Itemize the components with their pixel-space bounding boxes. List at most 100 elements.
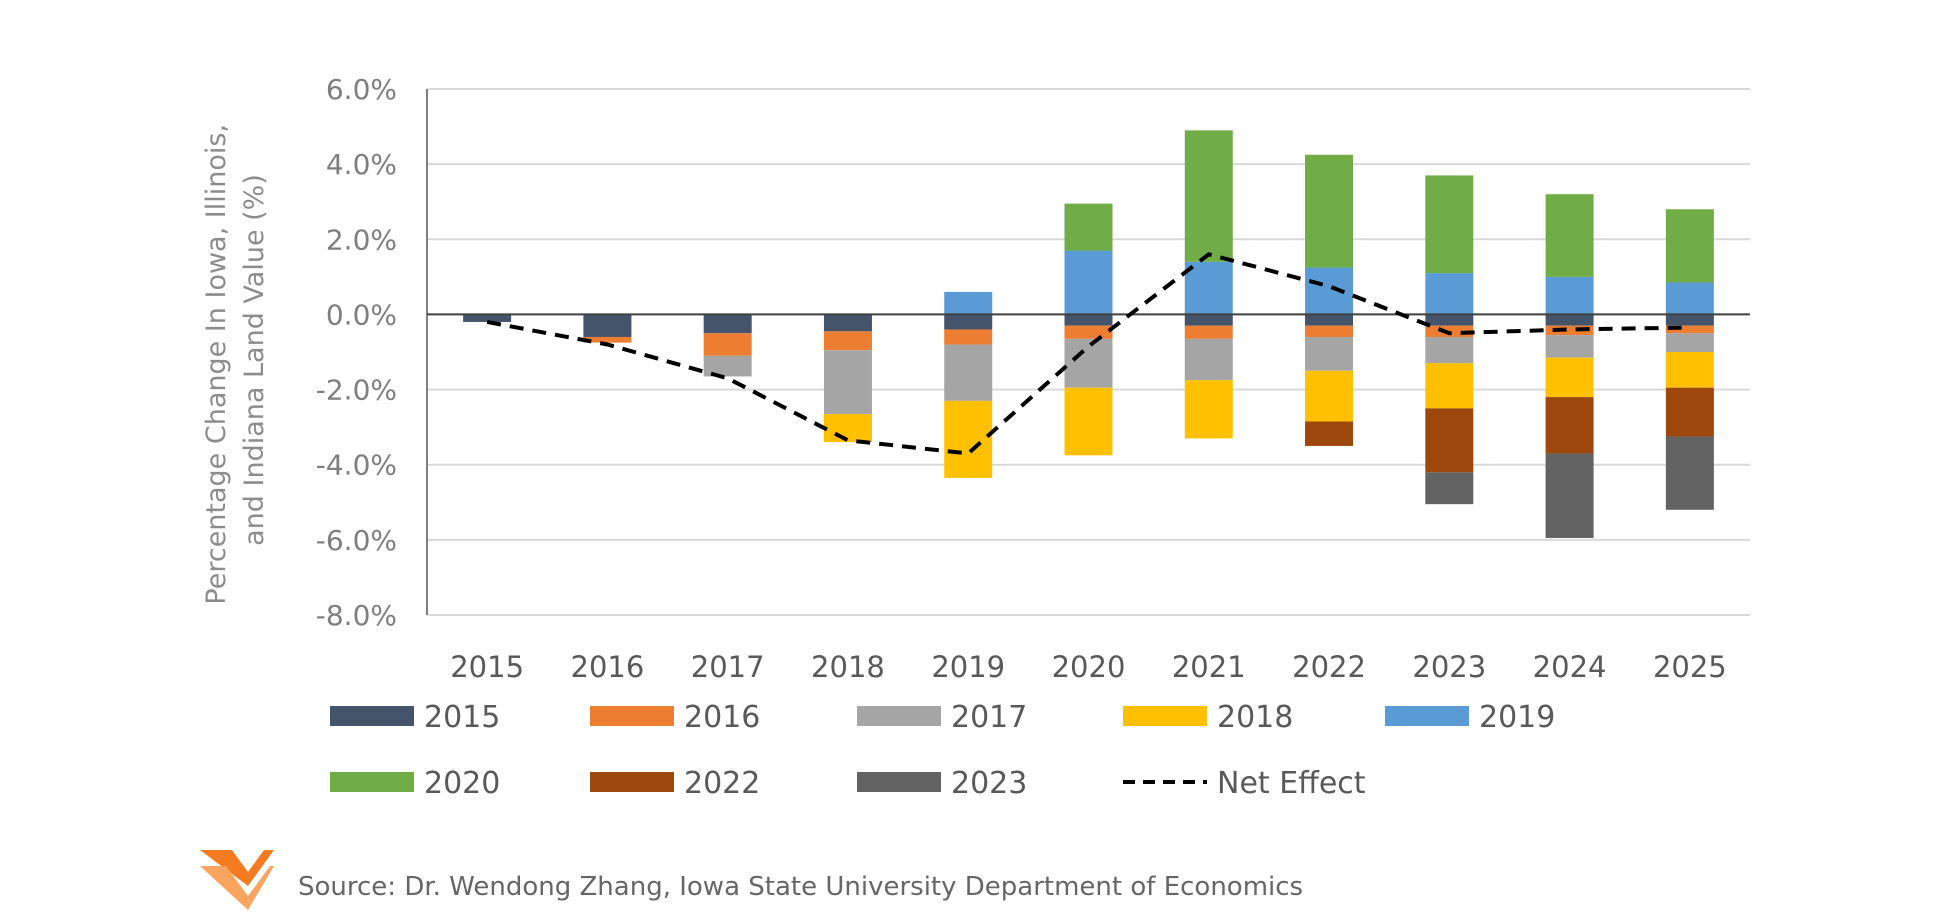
bar-segment-2015-2023: [1425, 314, 1474, 326]
x-tick-label: 2017: [691, 650, 765, 684]
bar-segment-2015-2022: [1305, 314, 1354, 326]
bar-segment-2017-2023: [1425, 336, 1474, 364]
bar-segment-2015-2016: [583, 314, 632, 337]
x-tick-label: 2021: [1172, 650, 1246, 684]
bar-segment-2016-2017: [703, 333, 752, 356]
bar-segment-2015-2015: [463, 314, 512, 322]
bar-segment-2017-2022: [1305, 336, 1354, 371]
y-tick-labels: 6.0% 4.0% 2.0% 0.0% -2.0% -4.0% -6.0% -8.0%: [316, 73, 397, 632]
legend-swatch: [330, 706, 414, 726]
legend-item-2019: 2019: [1385, 700, 1555, 735]
y-tick-label: 6.0%: [326, 73, 397, 106]
bar-segment-2019-2022: [1305, 267, 1354, 315]
net-effect-line: [486, 252, 1690, 456]
bar-segments: [463, 130, 1714, 538]
legend-swatch: [590, 706, 674, 726]
x-tick-label: 2019: [931, 650, 1005, 684]
bar-segment-2015-2021: [1184, 314, 1233, 326]
bar-segment-2020-2024: [1545, 194, 1594, 277]
legend-label: Net Effect: [1217, 766, 1366, 801]
legend: 2015 2016 2017 2018 2019 2020 2022 2023 Net Effe…: [330, 700, 1555, 801]
x-tick-label: 2023: [1412, 650, 1486, 684]
legend-swatch: [857, 706, 941, 726]
bar-segment-2019-2020: [1064, 250, 1113, 315]
legend-item-2018: 2018: [1123, 700, 1293, 735]
legend-item-2023: 2023: [857, 766, 1027, 801]
bar-segment-2015-2018: [823, 314, 872, 332]
bar-segment-2017-2021: [1184, 338, 1233, 381]
legend-item-2015: 2015: [330, 700, 500, 735]
source-note: Source: Dr. Wendong Zhang, Iowa State Un…: [298, 872, 1303, 902]
bar-segment-2017-2025: [1665, 333, 1714, 352]
legend-item-2017: 2017: [857, 700, 1027, 735]
legend-item-net-effect: Net Effect: [1123, 766, 1366, 801]
x-tick-label: 2015: [450, 650, 524, 684]
legend-item-2020: 2020: [330, 766, 500, 801]
bar-segment-2016-2022: [1305, 325, 1354, 337]
bar-segment-2022-2023: [1425, 408, 1474, 473]
bar-segment-2019-2019: [944, 291, 993, 315]
net-effect-series-line: [486, 252, 1690, 456]
legend-label: 2017: [951, 700, 1027, 735]
bar-segment-2022-2025: [1665, 387, 1714, 437]
x-tick-labels: 2015 2016 2017 2018 2019 2020 2021 2022 2023 2024…: [450, 650, 1727, 684]
legend-swatch: [590, 772, 674, 792]
axes: [426, 89, 1750, 615]
y-tick-label: -4.0%: [316, 449, 397, 482]
bar-segment-2016-2019: [944, 329, 993, 345]
bar-segment-2017-2019: [944, 344, 993, 401]
y-tick-label: -6.0%: [316, 524, 397, 557]
legend-swatch: [330, 772, 414, 792]
bar-segment-2020-2023: [1425, 175, 1474, 274]
legend-swatch: [857, 772, 941, 792]
bar-segment-2020-2020: [1064, 203, 1113, 251]
bar-segment-2017-2020: [1064, 338, 1113, 388]
isu-logo: [200, 850, 274, 910]
x-tick-label: 2025: [1653, 650, 1727, 684]
bar-segment-2023-2023: [1425, 472, 1474, 505]
x-tick-label: 2020: [1052, 650, 1126, 684]
legend-swatch: [1123, 706, 1207, 726]
bar-segment-2022-2024: [1545, 397, 1594, 454]
y-tick-label: -8.0%: [316, 599, 397, 632]
bar-segment-2018-2022: [1305, 370, 1354, 422]
bar-segment-2016-2020: [1064, 325, 1113, 339]
legend-label: 2018: [1217, 700, 1293, 735]
y-tick-label: 4.0%: [326, 148, 397, 181]
bar-segment-2019-2025: [1665, 282, 1714, 315]
bar-segment-2018-2024: [1545, 357, 1594, 398]
bar-segment-2018-2019: [944, 400, 993, 478]
y-tick-label: -2.0%: [316, 374, 397, 407]
bar-segment-2018-2025: [1665, 352, 1714, 388]
legend-label: 2019: [1479, 700, 1555, 735]
bar-segment-2016-2018: [823, 331, 872, 351]
bar-segment-2023-2024: [1545, 453, 1594, 538]
bar-segment-2015-2017: [703, 314, 752, 334]
bar-segment-2015-2019: [944, 314, 993, 330]
bar-segment-2017-2024: [1545, 335, 1594, 358]
bar-segment-2017-2018: [823, 350, 872, 414]
legend-label: 2016: [684, 700, 760, 735]
bar-segment-2019-2024: [1545, 276, 1594, 315]
bar-segment-2017-2017: [703, 355, 752, 377]
bar-segment-2018-2018: [823, 413, 872, 443]
legend-item-2016: 2016: [590, 700, 760, 735]
bar-segment-2022-2022: [1305, 421, 1354, 446]
bar-segment-2015-2024: [1545, 314, 1594, 326]
x-tick-label: 2018: [811, 650, 885, 684]
y-axis-label-line-1: Percentage Change In Iowa, Illinois,: [201, 124, 232, 605]
x-tick-label: 2024: [1533, 650, 1607, 684]
bar-segment-2018-2020: [1064, 387, 1113, 456]
bar-segment-2015-2025: [1665, 314, 1714, 326]
bar-segment-2016-2025: [1665, 325, 1714, 334]
bar-segment-2023-2025: [1665, 436, 1714, 510]
bar-segment-2020-2022: [1305, 154, 1354, 268]
bar-segment-2016-2024: [1545, 325, 1594, 336]
legend-label: 2022: [684, 766, 760, 801]
y-axis-label: Percentage Change In Iowa, Illinois, and…: [201, 115, 270, 604]
y-tick-label: 0.0%: [326, 298, 397, 331]
legend-swatch: [1385, 706, 1469, 726]
legend-label: 2015: [424, 700, 500, 735]
bar-segment-2020-2025: [1665, 209, 1714, 283]
